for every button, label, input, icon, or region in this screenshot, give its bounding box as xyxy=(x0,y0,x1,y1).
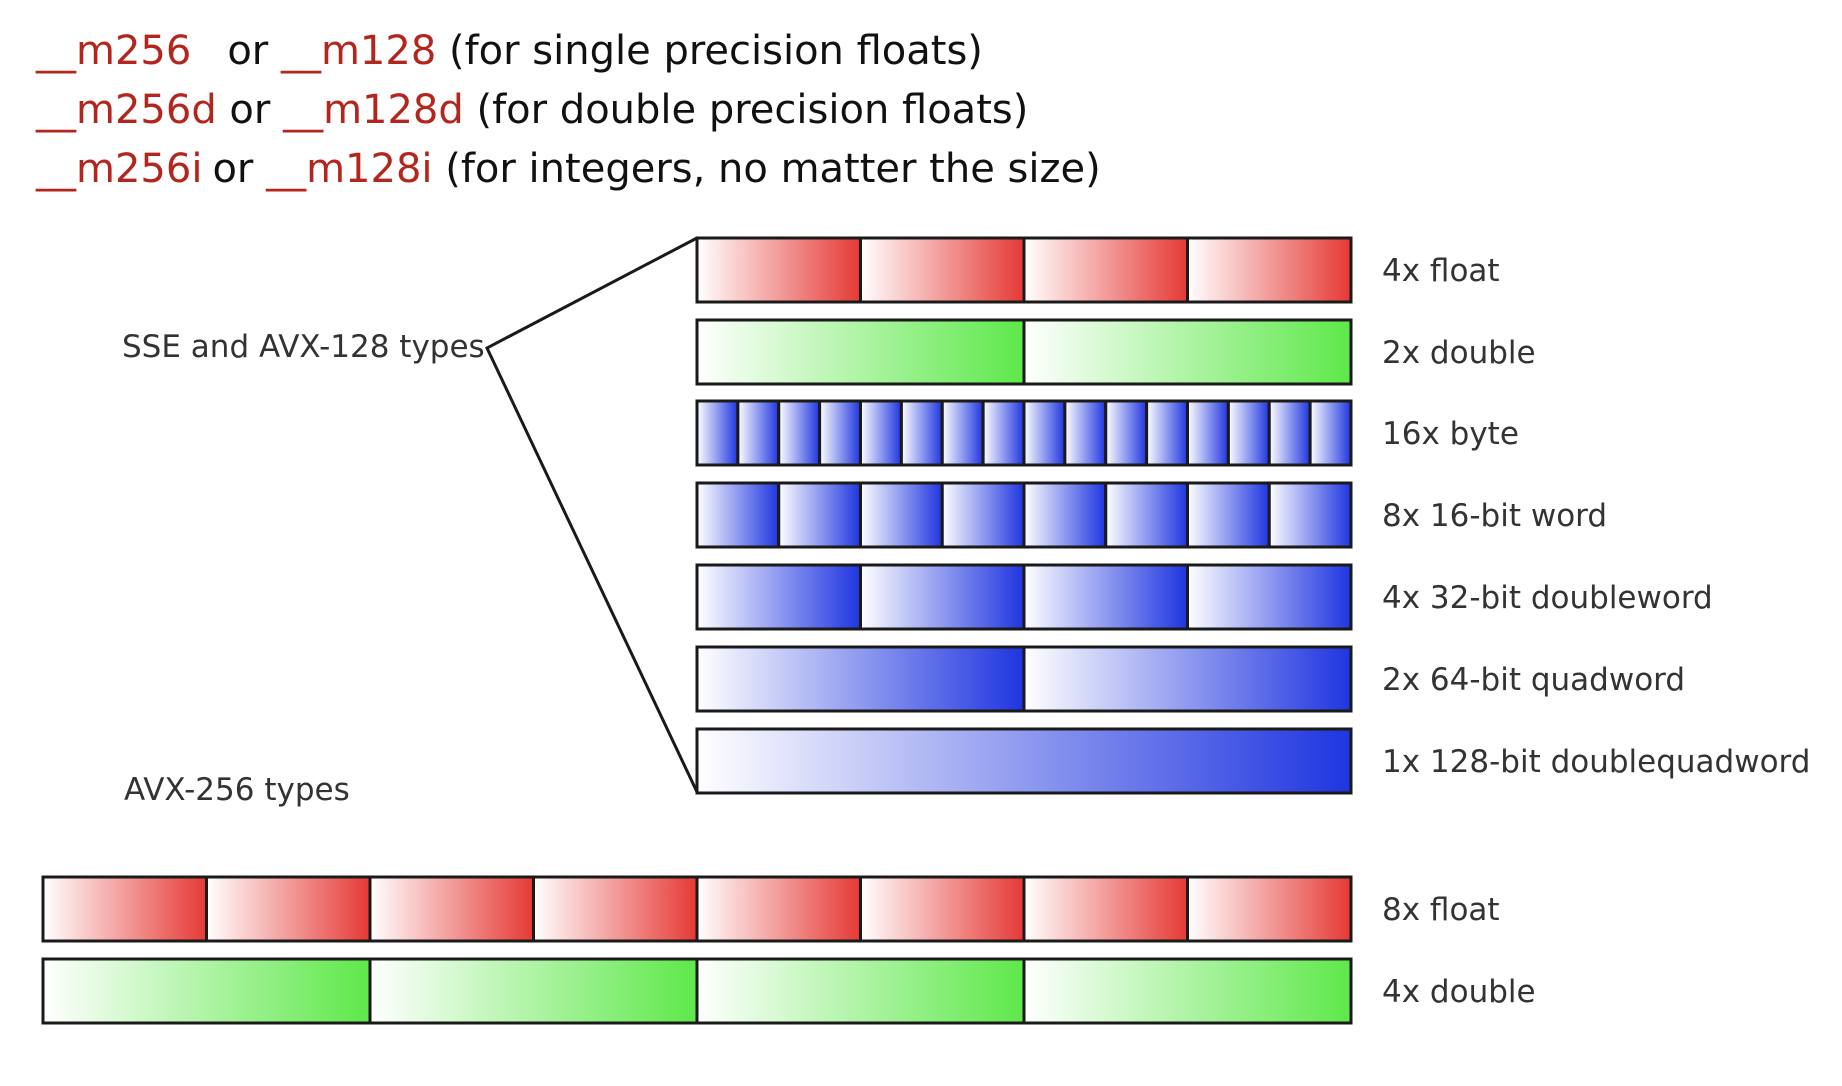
sse-row-label: 8x 16-bit word xyxy=(1382,498,1607,534)
register-rows: 4x float 2x double 16x byte 8x 16-bit word 4… xyxy=(41,236,1810,1025)
avx-row-2-element xyxy=(1022,957,1353,1025)
sse-row-2-element xyxy=(695,318,1026,386)
avx-row-1-element xyxy=(1186,875,1353,943)
avx-row-1-element xyxy=(532,875,699,943)
sse-row-3-element xyxy=(1226,399,1271,467)
avx-row-2-element xyxy=(695,957,1026,1025)
description-double: (for double precision floats) xyxy=(476,87,1029,133)
sse-row-1-element xyxy=(859,236,1026,304)
sse-row-4-element xyxy=(1186,481,1271,549)
sse-row-label: 1x 128-bit doublequadword xyxy=(1382,744,1810,780)
sse-row-5-element xyxy=(859,563,1026,631)
description-integer: (for integers, no matter the size) xyxy=(445,146,1101,192)
sse-row-3-element xyxy=(859,399,903,467)
or-word: or xyxy=(229,87,271,133)
sse-row-4-element xyxy=(777,481,862,549)
avx-row-label: 8x float xyxy=(1382,892,1500,928)
avx-row-2-element xyxy=(368,957,699,1025)
description-single: (for single precision floats) xyxy=(448,28,983,74)
sse-row-label: 4x 32-bit doubleword xyxy=(1382,580,1713,616)
sse-row-1-element xyxy=(695,236,862,304)
avx-row-2-element xyxy=(41,957,372,1025)
sse-row-3-element xyxy=(1022,399,1067,467)
or-word: or xyxy=(212,146,254,192)
sse-row-7-element xyxy=(695,727,1353,795)
sse-row-label: 2x double xyxy=(1382,335,1536,371)
avx-section-label: AVX-256 types xyxy=(124,772,350,808)
sse-row-5-element xyxy=(1186,563,1353,631)
sse-row-3-element xyxy=(1186,399,1230,467)
sse-row-4-element xyxy=(695,481,781,549)
sse-row-3-element xyxy=(1063,399,1108,467)
sse-row-3-element xyxy=(1104,399,1149,467)
sse-row-4-element xyxy=(1022,481,1108,549)
type-names-header: __m256 or __m128 (for single precision fl… xyxy=(36,22,1101,199)
sse-row-3-element xyxy=(1308,399,1353,467)
or-word: or xyxy=(227,28,269,74)
sse-row-label: 4x float xyxy=(1382,253,1500,289)
header-line-double: __m256d or __m128d (for double precision… xyxy=(36,81,1101,140)
header-line-integer: __m256i or __m128i (for integers, no matt… xyxy=(36,140,1101,199)
sse-row-3-element xyxy=(695,399,740,467)
sse-row-4-element xyxy=(940,481,1026,549)
sse-row-3-element xyxy=(736,399,781,467)
sse-row-3-element xyxy=(1267,399,1312,467)
sse-row-3-element xyxy=(777,399,822,467)
sse-row-3-element xyxy=(818,399,863,467)
sse-row-6-element xyxy=(695,645,1026,713)
type-m256i: __m256i xyxy=(36,146,203,192)
sse-row-5-element xyxy=(695,563,862,631)
sse-section-label: SSE and AVX-128 types xyxy=(122,329,485,365)
type-m256d: __m256d xyxy=(36,87,217,133)
sse-row-5-element xyxy=(1022,563,1189,631)
sse-row-6-element xyxy=(1022,645,1353,713)
avx-row-1-element xyxy=(368,875,535,943)
sse-row-3-element xyxy=(899,399,944,467)
sse-row-label: 16x byte xyxy=(1382,416,1519,452)
avx-row-1-element xyxy=(41,875,208,943)
type-m128: __m128 xyxy=(280,28,437,74)
sse-row-3-element xyxy=(1145,399,1190,467)
sse-row-1-element xyxy=(1022,236,1189,304)
sse-row-3-element xyxy=(940,399,985,467)
type-m256: __m256 xyxy=(36,28,192,74)
sse-bracket-lines xyxy=(485,236,699,793)
type-m128d: __m128d xyxy=(283,87,464,133)
type-m128i: __m128i xyxy=(266,146,433,192)
sse-row-4-element xyxy=(1267,481,1353,549)
sse-row-3-element xyxy=(981,399,1026,467)
avx-row-1-element xyxy=(205,875,372,943)
avx-row-label: 4x double xyxy=(1382,974,1536,1010)
sse-row-2-element xyxy=(1022,318,1353,386)
avx-row-1-element xyxy=(859,875,1026,943)
sse-row-4-element xyxy=(1104,481,1189,549)
avx-row-1-element xyxy=(1022,875,1189,943)
sse-row-4-element xyxy=(859,481,944,549)
sse-row-label: 2x 64-bit quadword xyxy=(1382,662,1685,698)
sse-row-1-element xyxy=(1186,236,1353,304)
avx-row-1-element xyxy=(695,875,862,943)
header-line-single: __m256 or __m128 (for single precision fl… xyxy=(36,22,1101,81)
